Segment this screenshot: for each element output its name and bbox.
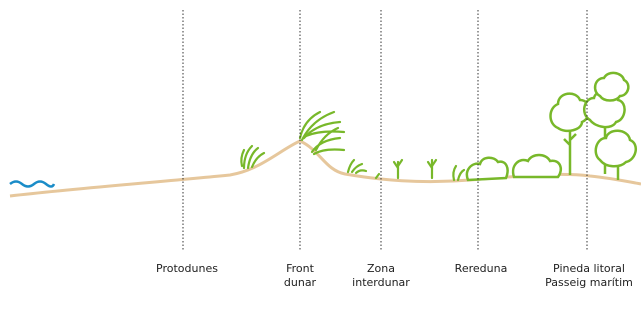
trees [551, 73, 636, 180]
zone-label: interdunar [352, 276, 410, 289]
grass-front-dune [300, 112, 344, 154]
page: Protodunes Front dunar Zona interdunar R… [0, 0, 641, 318]
sea-wave [10, 182, 54, 187]
zone-label: Passeig marítim [545, 276, 633, 289]
bushes [467, 155, 561, 180]
zone-label: Front [286, 262, 315, 275]
zone-label: Pineda litoral [553, 262, 625, 275]
zone-label: Protodunes [156, 262, 218, 275]
dune-profile-diagram: Protodunes Front dunar Zona interdunar R… [0, 0, 641, 318]
zone-label: dunar [284, 276, 317, 289]
zone-label: Zona [367, 262, 395, 275]
zone-label: Rereduna [455, 262, 508, 275]
